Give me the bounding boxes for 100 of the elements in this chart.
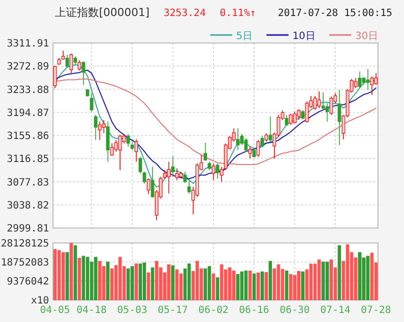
y-tick-label: 18752083 — [0, 258, 49, 268]
x-tick-label: 05-03 — [117, 305, 148, 316]
candlestick — [138, 156, 142, 174]
bar — [142, 262, 146, 300]
candlestick — [366, 68, 370, 90]
candlestick — [248, 146, 252, 159]
bar — [321, 262, 325, 300]
x-tick-label: 04-18 — [76, 305, 107, 316]
bar — [179, 273, 183, 300]
candlestick — [171, 156, 175, 178]
bar — [338, 245, 342, 300]
x-tick-label: 06-30 — [280, 305, 310, 316]
candlestick — [256, 140, 260, 158]
bar — [252, 273, 256, 300]
candlestick — [70, 53, 74, 74]
candlestick — [268, 116, 272, 142]
text: 3253.24 — [164, 8, 206, 19]
bar — [138, 264, 142, 300]
bar — [313, 264, 317, 300]
x-tick-label: 04-05 — [40, 305, 70, 316]
legend-label: 5日 — [236, 31, 253, 42]
bar — [346, 244, 350, 300]
bar — [208, 266, 212, 300]
bar — [126, 268, 130, 300]
chart-title: 上证指数[000001] — [55, 6, 150, 19]
bar — [370, 252, 374, 300]
bar — [175, 269, 179, 300]
candlestick — [358, 71, 362, 89]
y-tick-label: 3155.86 — [6, 131, 49, 142]
bar — [66, 252, 69, 300]
candlestick — [94, 114, 98, 140]
candlestick — [292, 111, 296, 124]
candlestick — [118, 134, 122, 170]
legend-label: 30日 — [355, 31, 378, 42]
y-tick-label: 3194.87 — [6, 108, 49, 119]
candlestick — [106, 121, 110, 162]
x-tick-label: 05-17 — [158, 305, 188, 316]
y-tick-label: 3038.82 — [6, 200, 49, 212]
candlestick — [244, 138, 248, 152]
candlestick — [114, 140, 118, 152]
candlestick — [110, 142, 114, 156]
bar — [358, 252, 362, 300]
bar — [134, 264, 138, 300]
candlestick — [216, 162, 220, 179]
candlestick — [297, 108, 301, 120]
bar — [146, 272, 150, 300]
candlestick — [313, 95, 317, 110]
bar — [106, 262, 110, 300]
y-tick-label: 3233.88 — [6, 84, 49, 96]
bar — [82, 256, 86, 300]
candlestick — [98, 121, 102, 140]
y-tick-label: 2999.81 — [6, 224, 49, 234]
x-tick-label: 07-14 — [320, 305, 350, 316]
bar — [317, 259, 321, 300]
candlestick — [236, 128, 240, 150]
bar — [284, 270, 288, 300]
bar — [53, 249, 57, 300]
bar — [98, 260, 102, 300]
bar — [260, 271, 264, 300]
bar — [216, 277, 220, 300]
legend-label: 10日 — [292, 31, 316, 42]
bar — [268, 260, 272, 300]
bar — [244, 270, 248, 300]
text: 0.11%↑ — [220, 8, 256, 19]
candlestick — [65, 54, 69, 68]
candlestick — [317, 91, 321, 109]
bar — [288, 274, 292, 300]
bar — [212, 273, 216, 300]
bar — [264, 272, 268, 300]
candlestick — [284, 114, 288, 126]
y-tick-label: 3272.89 — [6, 62, 49, 73]
bar — [118, 256, 122, 300]
bar — [297, 271, 300, 300]
bar — [74, 245, 78, 300]
bar — [154, 260, 158, 300]
candlestick — [126, 134, 130, 148]
bar — [366, 256, 370, 300]
candlestick — [321, 92, 325, 110]
bar — [130, 266, 134, 300]
y-tick-label: x10 — [30, 296, 49, 306]
candlestick — [220, 166, 224, 182]
candlestick — [53, 65, 57, 89]
candlestick — [338, 89, 342, 146]
candlestick — [212, 162, 216, 181]
bar — [196, 260, 199, 300]
candlestick — [252, 148, 256, 158]
bar — [276, 264, 280, 300]
candlestick — [305, 101, 309, 124]
x-tick-label: 07-28 — [360, 305, 392, 316]
candlestick — [102, 120, 106, 134]
y-tick-label: 9376042 — [6, 276, 49, 288]
bar — [171, 265, 175, 300]
candlestick — [134, 138, 138, 162]
candlestick — [150, 166, 154, 198]
bar — [293, 275, 296, 300]
candlestick — [370, 76, 374, 96]
candlestick — [325, 102, 329, 122]
bar — [220, 264, 224, 300]
y-tick-label: 3311.91 — [6, 38, 49, 50]
y-tick-label: 3116.85 — [6, 154, 49, 166]
